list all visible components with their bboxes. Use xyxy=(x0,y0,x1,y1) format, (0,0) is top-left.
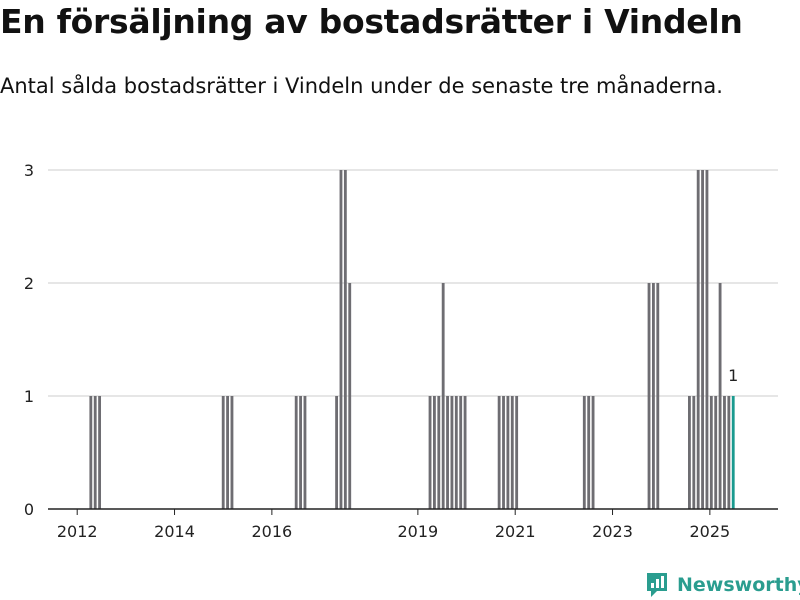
highlight-bar xyxy=(731,396,735,509)
bar xyxy=(506,396,510,509)
y-tick-label: 2 xyxy=(24,274,34,293)
bar xyxy=(647,283,651,509)
bar xyxy=(587,396,591,509)
bar xyxy=(441,283,445,509)
x-tick-label: 2025 xyxy=(690,522,731,541)
x-tick-label: 2014 xyxy=(154,522,195,541)
x-tick-label: 2012 xyxy=(57,522,98,541)
bar xyxy=(437,396,441,509)
bar xyxy=(582,396,586,509)
bar xyxy=(709,396,713,509)
data-label: 1 xyxy=(728,366,738,385)
bar xyxy=(497,396,501,509)
bar xyxy=(446,396,449,509)
bar xyxy=(502,396,505,509)
newsworthy-logo: Newsworthy xyxy=(645,570,800,600)
bar xyxy=(651,283,655,509)
bar xyxy=(303,396,307,509)
bar xyxy=(696,170,700,509)
grid-lines xyxy=(48,169,778,397)
bar xyxy=(705,170,709,509)
bar xyxy=(299,396,302,509)
y-tick-label: 3 xyxy=(24,161,34,180)
bar xyxy=(335,396,339,509)
brand-name: Newsworthy xyxy=(677,574,800,596)
bar xyxy=(221,396,225,509)
y-tick-label: 0 xyxy=(24,500,34,519)
data-labels: 1 xyxy=(728,366,738,385)
x-tick-label: 2023 xyxy=(592,522,633,541)
bar xyxy=(688,396,691,509)
bar xyxy=(343,170,347,509)
bar xyxy=(89,396,93,509)
x-tick-label: 2019 xyxy=(398,522,439,541)
bar xyxy=(718,283,722,509)
bar xyxy=(714,396,718,509)
bar xyxy=(428,396,432,509)
bar xyxy=(727,396,731,509)
newsworthy-logo-icon xyxy=(647,573,667,597)
bar xyxy=(450,396,454,509)
bar xyxy=(93,396,97,509)
chart-subtitle: Antal sålda bostadsrätter i Vindeln unde… xyxy=(0,74,723,98)
bar xyxy=(454,396,458,509)
bar xyxy=(230,396,234,509)
bar xyxy=(723,396,726,509)
bar xyxy=(463,396,467,509)
bar xyxy=(510,396,514,509)
bar xyxy=(459,396,463,509)
bar xyxy=(701,170,704,509)
bar xyxy=(98,396,102,509)
x-axis xyxy=(48,508,778,515)
bar xyxy=(692,396,696,509)
bar xyxy=(656,283,660,509)
x-tick-label: 2021 xyxy=(495,522,536,541)
bar xyxy=(515,396,519,509)
bar xyxy=(294,396,298,509)
bar xyxy=(226,396,229,509)
bar xyxy=(432,396,436,509)
bar xyxy=(339,170,343,509)
x-tick-label: 2016 xyxy=(252,522,293,541)
y-tick-label: 1 xyxy=(24,387,34,406)
bar xyxy=(348,283,352,509)
bars xyxy=(89,170,735,509)
y-axis-labels: 0 1 2 3 xyxy=(24,161,34,519)
chart-title: En försäljning av bostadsrätter i Vindel… xyxy=(0,2,743,41)
x-axis-labels: 2012 2014 2016 2019 2021 2023 2025 xyxy=(57,522,730,541)
bar xyxy=(591,396,595,509)
